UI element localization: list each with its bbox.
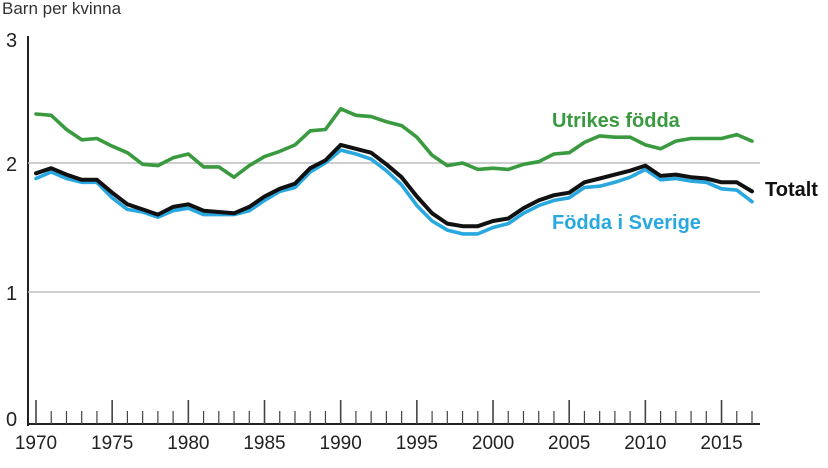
- y-tick-label: 3: [6, 30, 17, 52]
- series-line-2: [34, 148, 754, 236]
- x-tick-label: 1985: [243, 433, 285, 454]
- series-label: Utrikes födda: [552, 110, 681, 132]
- x-tick-label: 1990: [320, 433, 362, 454]
- x-tick-label: 1980: [167, 433, 209, 454]
- series-line-1: [34, 142, 754, 229]
- x-axis: 1970 1975 1980 1985 1990 1995 2000 2005 2010 2015: [15, 400, 760, 454]
- series-label: Totalt: [765, 179, 818, 201]
- x-tick-label: 1970: [15, 433, 57, 454]
- y-tick-label: 1: [6, 283, 17, 305]
- x-tick-label: 2000: [472, 433, 514, 454]
- y-axis-ticks: 0 1 2 3: [6, 30, 17, 431]
- y-tick-label: 0: [6, 409, 17, 431]
- x-tick-label: 1995: [396, 433, 438, 454]
- series-label: Födda i Sverige: [552, 212, 701, 234]
- x-tick-label: 2015: [700, 433, 742, 454]
- x-tick-label: 2010: [624, 433, 666, 454]
- series-line-0: [34, 107, 754, 179]
- y-axis-label: Barn per kvinna: [2, 0, 122, 18]
- series-labels: Utrikes födda Totalt Födda i Sverige: [552, 110, 818, 234]
- x-tick-label: 2005: [548, 433, 590, 454]
- x-tick-label: 1975: [91, 433, 133, 454]
- series-lines: [34, 107, 754, 236]
- y-tick-label: 2: [6, 154, 17, 176]
- gridlines: [27, 36, 760, 426]
